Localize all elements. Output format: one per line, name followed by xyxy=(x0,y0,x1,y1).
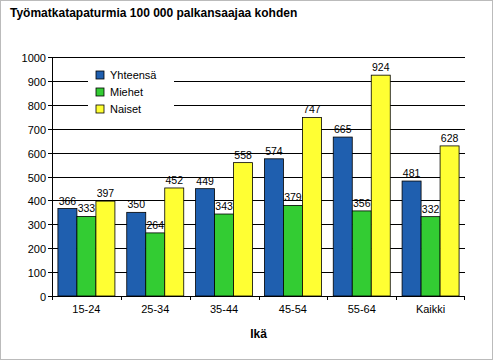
x-tick-label: 35-44 xyxy=(210,303,238,315)
data-label: 574 xyxy=(265,145,283,157)
y-tick xyxy=(48,200,52,201)
y-tick-label: 700 xyxy=(28,124,46,136)
x-tick-label: 25-34 xyxy=(141,303,169,315)
grid-line xyxy=(52,153,465,154)
y-axis xyxy=(52,57,53,296)
bar xyxy=(146,233,165,296)
chart: Työmatkatapaturmia 100 000 palkansaajaa … xyxy=(0,0,493,360)
y-tick xyxy=(48,248,52,249)
data-label: 356 xyxy=(353,197,371,209)
bar xyxy=(196,189,215,296)
y-tick-label: 200 xyxy=(28,243,46,255)
chart-border xyxy=(1,1,493,360)
y-tick xyxy=(48,272,52,273)
bar xyxy=(58,209,77,296)
bar xyxy=(302,117,321,296)
bar xyxy=(352,211,371,296)
data-label: 628 xyxy=(441,132,459,144)
legend-box xyxy=(88,63,174,122)
y-tick xyxy=(48,57,52,58)
bar xyxy=(333,137,352,296)
bar xyxy=(264,159,283,296)
x-tick-label: 45-54 xyxy=(279,303,307,315)
y-tick-label: 300 xyxy=(28,219,46,231)
legend-label: Miehet xyxy=(110,86,143,98)
data-labels: 366333397 350264 452 449 343 558 574 379 747 665 3… xyxy=(59,61,459,231)
data-label: 343 xyxy=(215,200,233,212)
legend-label: Naiset xyxy=(110,103,141,115)
x-axis-label: Ikä xyxy=(250,327,267,341)
data-label: 747 xyxy=(303,103,321,115)
bar xyxy=(402,181,421,296)
grid-line xyxy=(52,129,465,130)
data-label: 558 xyxy=(234,149,252,161)
bar xyxy=(283,205,302,296)
bar xyxy=(165,188,184,296)
y-tick-label: 500 xyxy=(28,172,46,184)
legend-swatch xyxy=(96,105,104,113)
data-label: 449 xyxy=(196,175,214,187)
y-tick xyxy=(48,177,52,178)
y-tick-label: 0 xyxy=(40,291,46,303)
y-tick-label: 600 xyxy=(28,148,46,160)
y-tick-label: 900 xyxy=(28,76,46,88)
bar xyxy=(421,217,440,296)
legend-label: Yhteensä xyxy=(110,69,157,81)
bar xyxy=(371,75,390,296)
y-tick xyxy=(48,105,52,106)
title: Työmatkatapaturmia 100 000 palkansaajaa … xyxy=(10,6,297,20)
bar xyxy=(234,163,253,296)
grid-line xyxy=(52,296,465,297)
x-tick-label: Kaikki xyxy=(416,303,445,315)
bar xyxy=(96,201,115,296)
y-tick-label: 400 xyxy=(28,195,46,207)
bar xyxy=(215,214,234,296)
y-tick xyxy=(48,129,52,130)
data-label: 333 xyxy=(78,202,96,214)
bars xyxy=(58,75,459,296)
legend-swatch xyxy=(96,88,104,96)
data-label: 665 xyxy=(334,123,352,135)
grid-line xyxy=(52,57,465,58)
y-tick xyxy=(48,153,52,154)
data-label: 481 xyxy=(403,167,421,179)
y-tick xyxy=(48,81,52,82)
y-tick-label: 1000 xyxy=(22,52,46,64)
data-label: 924 xyxy=(372,61,390,73)
bar xyxy=(127,212,146,296)
bar xyxy=(77,216,96,296)
y-tick-label: 800 xyxy=(28,100,46,112)
x-tick-label: 15-24 xyxy=(72,303,100,315)
data-label: 350 xyxy=(127,198,145,210)
data-label: 332 xyxy=(422,203,440,215)
y-tick xyxy=(48,224,52,225)
legend-swatch xyxy=(96,71,104,79)
data-label: 379 xyxy=(284,191,302,203)
data-label: 264 xyxy=(146,219,164,231)
bar xyxy=(440,146,459,296)
data-label: 397 xyxy=(97,187,115,199)
y-tick-label: 100 xyxy=(28,267,46,279)
x-axis xyxy=(52,296,465,297)
legend: Yhteensä Miehet Naiset xyxy=(88,63,174,122)
data-label: 452 xyxy=(165,174,183,186)
data-label: 366 xyxy=(59,195,77,207)
x-tick-label: 55-64 xyxy=(348,303,376,315)
y-tick xyxy=(48,296,52,297)
